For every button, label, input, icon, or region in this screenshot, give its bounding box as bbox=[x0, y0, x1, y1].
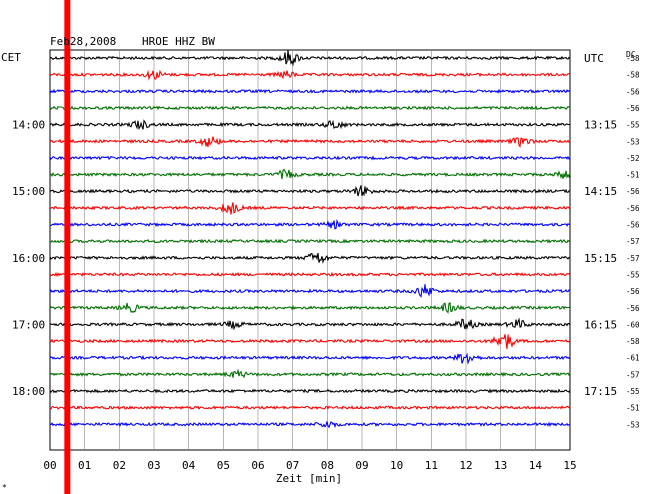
trace-5 bbox=[49, 136, 571, 148]
corner-mark: * bbox=[2, 483, 7, 492]
dc-offset-label: -58 bbox=[626, 337, 640, 346]
x-tick-label: 12 bbox=[459, 459, 472, 472]
seismic-traces bbox=[49, 50, 571, 429]
dc-offset-label: -53 bbox=[626, 137, 640, 146]
trace-17 bbox=[49, 334, 571, 350]
right-time-label: 14:15 bbox=[584, 185, 617, 198]
trace-22 bbox=[49, 421, 571, 429]
trace-16 bbox=[49, 317, 571, 331]
x-tick-label: 02 bbox=[113, 459, 126, 472]
dc-offset-label: -56 bbox=[626, 221, 640, 230]
trace-14 bbox=[49, 284, 571, 298]
trace-2 bbox=[49, 88, 571, 94]
dc-offset-label: -58 bbox=[626, 54, 640, 63]
left-time-label: 18:00 bbox=[12, 385, 45, 398]
dc-offset-label: -55 bbox=[626, 270, 640, 279]
x-tick-label: 07 bbox=[286, 459, 299, 472]
trace-20 bbox=[49, 388, 571, 394]
x-tick-label: 05 bbox=[217, 459, 230, 472]
labels: -58 -58 -56 -56 -55 -53 -52 -51 -56 -56 -56 -57 -57 -… bbox=[12, 52, 640, 472]
trace-9 bbox=[49, 202, 571, 215]
right-time-label: 16:15 bbox=[584, 318, 617, 331]
trace-8 bbox=[49, 185, 571, 197]
right-time-label: 15:15 bbox=[584, 252, 617, 265]
dc-offset-label: -57 bbox=[626, 237, 640, 246]
trace-0 bbox=[49, 50, 571, 67]
trace-3 bbox=[49, 105, 571, 111]
time-marker bbox=[64, 0, 71, 494]
dc-offset-label: -53 bbox=[626, 420, 640, 429]
trace-4 bbox=[49, 119, 571, 130]
grid bbox=[49, 49, 571, 451]
trace-21 bbox=[49, 405, 571, 411]
x-tick-label: 08 bbox=[321, 459, 334, 472]
dc-offset-label: -55 bbox=[626, 121, 640, 130]
dc-offset-label: -61 bbox=[626, 354, 640, 363]
x-axis-label: Zeit [min] bbox=[276, 472, 342, 485]
trace-15 bbox=[49, 301, 571, 314]
x-tick-label: 15 bbox=[563, 459, 576, 472]
trace-19 bbox=[49, 368, 571, 379]
dc-offset-label: -56 bbox=[626, 204, 640, 213]
station-label: HROE HHZ BW bbox=[142, 35, 215, 48]
trace-18 bbox=[49, 352, 571, 365]
trace-13 bbox=[49, 271, 571, 278]
dc-offset-label: -58 bbox=[626, 71, 640, 80]
left-time-label: 14:00 bbox=[12, 119, 45, 132]
trace-11 bbox=[49, 238, 571, 244]
x-tick-label: 06 bbox=[251, 459, 264, 472]
dc-offset-label: -56 bbox=[626, 287, 640, 296]
right-time-label: 17:15 bbox=[584, 385, 617, 398]
dc-offset-label: -56 bbox=[626, 304, 640, 313]
trace-10 bbox=[50, 218, 570, 230]
left-time-label: 17:00 bbox=[12, 318, 45, 331]
marker-line bbox=[64, 0, 71, 494]
right-time-label: 13:15 bbox=[584, 119, 617, 132]
x-tick-label: 10 bbox=[390, 459, 403, 472]
chart-title: Feb28,2008 bbox=[50, 35, 116, 48]
trace-7 bbox=[49, 168, 571, 180]
dc-offset-label: -60 bbox=[626, 320, 640, 329]
dc-offset-label: -56 bbox=[626, 104, 640, 113]
dc-label: DC bbox=[626, 50, 636, 59]
trace-12 bbox=[49, 252, 571, 265]
right-time-label: UTC bbox=[584, 52, 604, 65]
left-time-label: 15:00 bbox=[12, 185, 45, 198]
x-tick-label: 04 bbox=[182, 459, 196, 472]
dc-offset-label: -57 bbox=[626, 254, 640, 263]
x-tick-label: 01 bbox=[78, 459, 91, 472]
dc-offset-label: -55 bbox=[626, 387, 640, 396]
x-tick-label: 00 bbox=[43, 459, 56, 472]
dc-offset-label: -51 bbox=[626, 404, 640, 413]
dc-offset-label: -52 bbox=[626, 154, 640, 163]
x-tick-label: 03 bbox=[147, 459, 160, 472]
dc-offset-label: -51 bbox=[626, 171, 640, 180]
left-time-label: 16:00 bbox=[12, 252, 45, 265]
dc-offset-label: -56 bbox=[626, 87, 640, 96]
x-tick-label: 13 bbox=[494, 459, 507, 472]
dc-offset-label: -57 bbox=[626, 370, 640, 379]
x-tick-label: 09 bbox=[355, 459, 368, 472]
left-zone-label: CET bbox=[1, 51, 21, 64]
trace-6 bbox=[49, 155, 571, 161]
plot-frame bbox=[49, 49, 571, 451]
x-tick-label: 14 bbox=[529, 459, 543, 472]
trace-1 bbox=[49, 69, 570, 81]
dc-offset-label: -56 bbox=[626, 187, 640, 196]
x-tick-label: 11 bbox=[425, 459, 438, 472]
